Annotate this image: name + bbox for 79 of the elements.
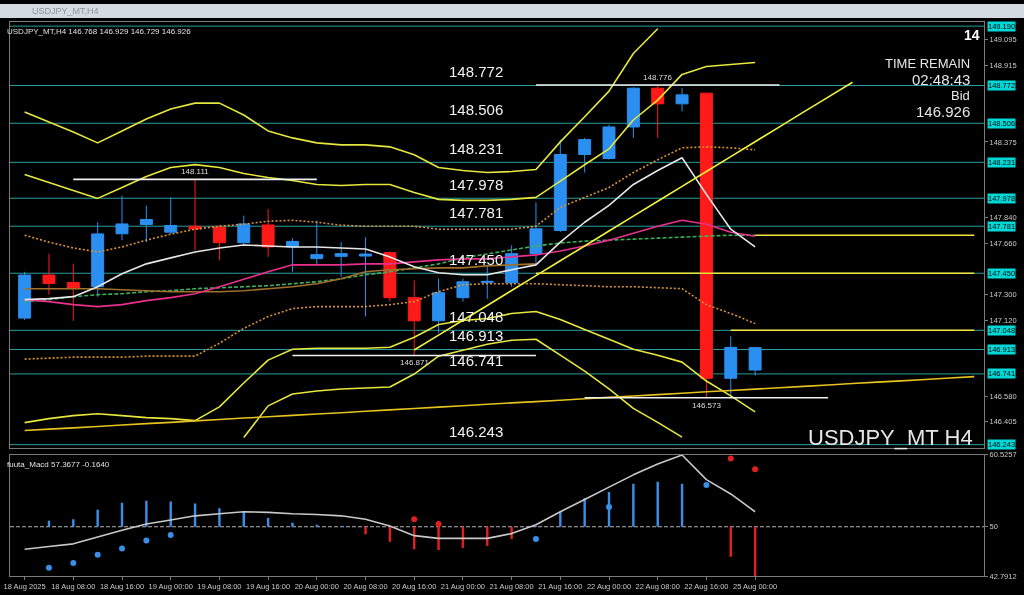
point bbox=[703, 482, 710, 489]
candlestick bbox=[480, 264, 494, 300]
candlestick bbox=[432, 277, 446, 334]
candlestick bbox=[359, 236, 372, 318]
candlestick bbox=[407, 279, 421, 356]
line-series bbox=[23, 263, 537, 293]
candlestick bbox=[334, 241, 348, 278]
candlestick bbox=[675, 87, 689, 112]
annotation: 148.231 bbox=[449, 140, 504, 157]
text: USDJPY_MT,H4 146.768 146.929 146.729 146.926 bbox=[7, 27, 192, 36]
candlestick bbox=[529, 201, 543, 266]
point bbox=[435, 521, 442, 528]
text: fuuta_Macd 57.3677 -0.1640 bbox=[7, 460, 110, 469]
candlestick bbox=[651, 84, 665, 139]
line-series bbox=[23, 146, 756, 253]
point bbox=[45, 564, 52, 571]
text: USDJPY_MT,H4 bbox=[32, 6, 99, 16]
candlestick bbox=[456, 277, 470, 303]
data-label: 146.871 bbox=[400, 358, 430, 367]
bar bbox=[96, 509, 99, 527]
annotation: 146.913 bbox=[449, 327, 504, 344]
point bbox=[70, 559, 77, 566]
point bbox=[752, 466, 759, 473]
point bbox=[532, 536, 539, 543]
annotation: 146.243 bbox=[449, 423, 504, 440]
annotation: TIME REMAIN bbox=[885, 56, 971, 71]
line-series bbox=[23, 219, 756, 308]
bar bbox=[218, 508, 221, 527]
candlestick bbox=[91, 221, 105, 298]
line-series bbox=[23, 234, 756, 303]
candlestick bbox=[18, 271, 32, 321]
annotation: 02:48:43 bbox=[912, 71, 971, 88]
annotation: USDJPY_MT H4 bbox=[808, 425, 973, 450]
annotation: Bid bbox=[951, 88, 970, 103]
point bbox=[411, 516, 418, 523]
candlestick bbox=[626, 86, 640, 139]
annotation: 146.926 bbox=[916, 103, 971, 120]
candlestick bbox=[66, 263, 80, 322]
line-series bbox=[23, 156, 756, 301]
candlestick bbox=[212, 224, 226, 261]
bar bbox=[145, 500, 148, 527]
bar bbox=[364, 526, 367, 535]
data-label: 146.573 bbox=[692, 401, 722, 410]
annotation: 14 bbox=[964, 27, 980, 43]
candlestick bbox=[139, 205, 153, 243]
point bbox=[143, 537, 150, 544]
bar bbox=[72, 519, 75, 527]
annotation: 146.741 bbox=[449, 352, 504, 369]
candlestick bbox=[748, 346, 762, 377]
annotation: 147.781 bbox=[449, 204, 504, 221]
candlestick bbox=[42, 253, 56, 296]
bar bbox=[632, 483, 635, 527]
candlestick bbox=[261, 208, 275, 258]
candlestick bbox=[553, 139, 567, 233]
candlestick bbox=[188, 178, 202, 251]
bar bbox=[583, 498, 586, 527]
bar bbox=[559, 511, 562, 527]
point bbox=[119, 545, 126, 552]
annotation: 148.506 bbox=[449, 101, 504, 118]
candlestick bbox=[602, 124, 616, 161]
data-label: 148.776 bbox=[643, 73, 673, 82]
point bbox=[606, 503, 613, 510]
candlestick bbox=[310, 220, 324, 266]
annotation: 148.772 bbox=[449, 63, 504, 80]
candlestick bbox=[699, 92, 713, 399]
candlestick bbox=[164, 196, 178, 235]
candlestick bbox=[237, 215, 251, 246]
bar bbox=[169, 501, 172, 527]
data-label: 148.111 bbox=[181, 167, 210, 176]
point bbox=[167, 531, 174, 538]
candlestick bbox=[724, 335, 738, 398]
line-series bbox=[23, 61, 756, 202]
bar bbox=[291, 522, 294, 527]
candlestick bbox=[115, 195, 129, 241]
point bbox=[94, 551, 101, 558]
annotation: 147.978 bbox=[449, 176, 504, 193]
bar bbox=[656, 481, 659, 527]
point bbox=[727, 455, 734, 462]
candlestick bbox=[578, 137, 592, 174]
